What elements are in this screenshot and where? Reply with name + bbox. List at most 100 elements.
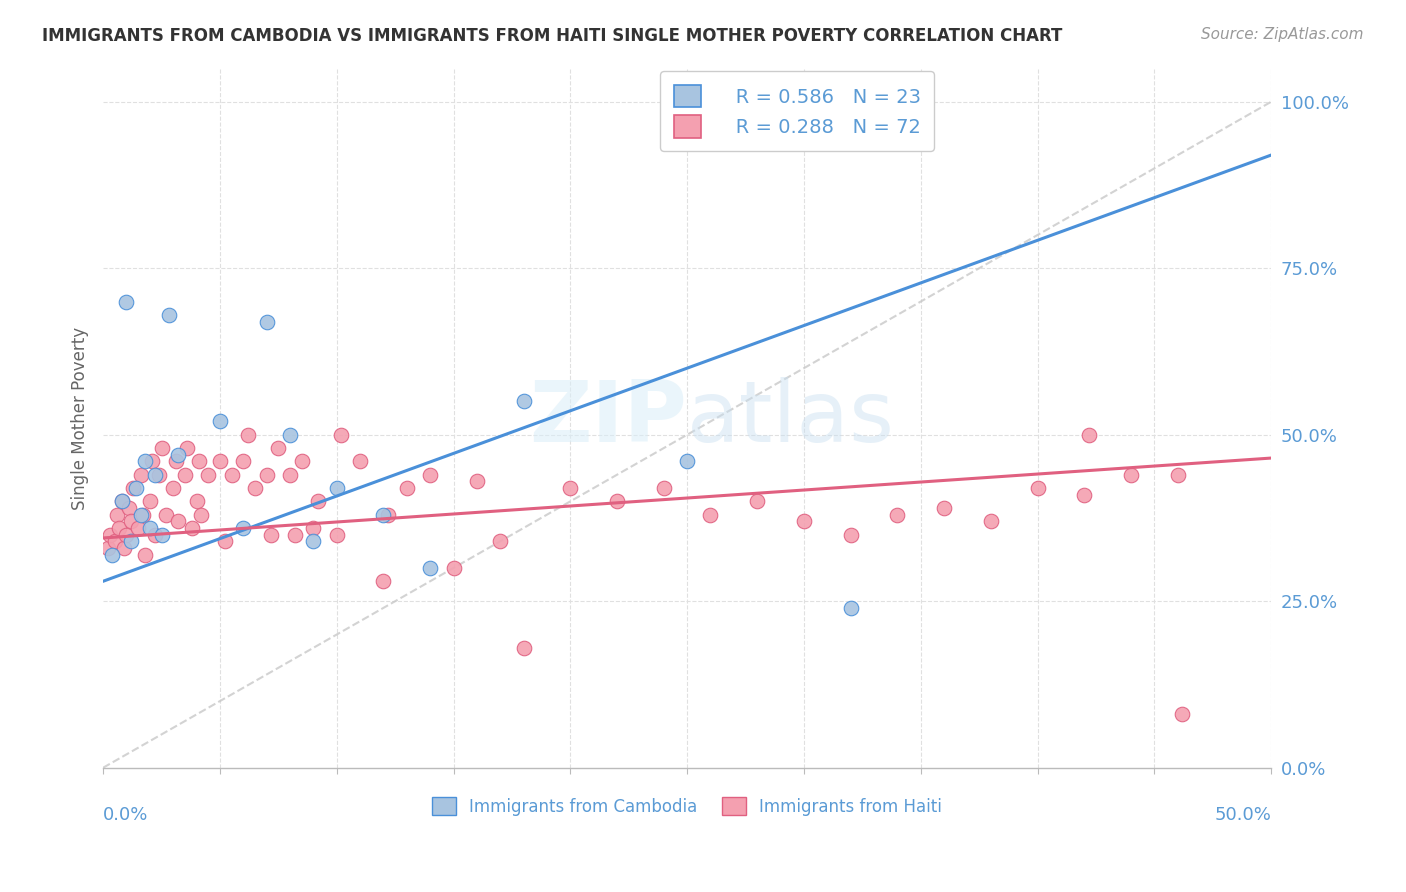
- Point: [162, 481, 184, 495]
- Point: [699, 508, 721, 522]
- Point: [839, 527, 862, 541]
- Point: [1073, 488, 1095, 502]
- Point: [111, 494, 134, 508]
- Point: [180, 521, 202, 535]
- Point: [373, 508, 395, 522]
- Point: [125, 481, 148, 495]
- Point: [190, 508, 212, 522]
- Text: atlas: atlas: [688, 376, 896, 459]
- Point: [236, 427, 259, 442]
- Point: [512, 394, 534, 409]
- Point: [676, 454, 699, 468]
- Point: [1077, 427, 1099, 442]
- Point: [325, 481, 347, 495]
- Point: [150, 527, 173, 541]
- Point: [1171, 707, 1194, 722]
- Point: [980, 514, 1002, 528]
- Point: [134, 548, 156, 562]
- Point: [307, 494, 329, 508]
- Point: [104, 534, 127, 549]
- Point: [278, 427, 301, 442]
- Point: [167, 514, 190, 528]
- Point: [886, 508, 908, 522]
- Point: [118, 501, 141, 516]
- Point: [793, 514, 815, 528]
- Point: [349, 454, 371, 468]
- Point: [139, 494, 162, 508]
- Point: [148, 467, 170, 482]
- Point: [105, 508, 128, 522]
- Point: [1119, 467, 1142, 482]
- Point: [1026, 481, 1049, 495]
- Point: [120, 514, 142, 528]
- Point: [373, 574, 395, 589]
- Point: [243, 481, 266, 495]
- Point: [302, 534, 325, 549]
- Point: [186, 494, 208, 508]
- Point: [278, 467, 301, 482]
- Point: [187, 454, 209, 468]
- Point: [839, 600, 862, 615]
- Point: [115, 294, 138, 309]
- Point: [208, 414, 231, 428]
- Point: [214, 534, 236, 549]
- Point: [489, 534, 512, 549]
- Point: [256, 467, 278, 482]
- Point: [747, 494, 769, 508]
- Y-axis label: Single Mother Poverty: Single Mother Poverty: [72, 326, 89, 509]
- Point: [97, 541, 120, 555]
- Point: [98, 527, 121, 541]
- Point: [129, 508, 152, 522]
- Point: [256, 314, 278, 328]
- Point: [512, 640, 534, 655]
- Point: [419, 467, 441, 482]
- Point: [129, 467, 152, 482]
- Point: [167, 448, 190, 462]
- Point: [139, 521, 162, 535]
- Point: [325, 527, 347, 541]
- Legend: Immigrants from Cambodia, Immigrants from Haiti: Immigrants from Cambodia, Immigrants fro…: [426, 791, 949, 822]
- Text: Source: ZipAtlas.com: Source: ZipAtlas.com: [1201, 27, 1364, 42]
- Point: [232, 454, 254, 468]
- Point: [155, 508, 177, 522]
- Point: [176, 441, 198, 455]
- Point: [120, 534, 142, 549]
- Point: [221, 467, 243, 482]
- Point: [143, 467, 166, 482]
- Point: [157, 308, 180, 322]
- Point: [122, 481, 145, 495]
- Point: [143, 527, 166, 541]
- Text: 50.0%: 50.0%: [1215, 806, 1271, 824]
- Point: [395, 481, 418, 495]
- Point: [560, 481, 582, 495]
- Point: [1167, 467, 1189, 482]
- Point: [377, 508, 399, 522]
- Point: [284, 527, 307, 541]
- Point: [419, 561, 441, 575]
- Point: [208, 454, 231, 468]
- Point: [112, 541, 135, 555]
- Point: [134, 454, 156, 468]
- Point: [150, 441, 173, 455]
- Point: [465, 475, 488, 489]
- Point: [606, 494, 628, 508]
- Point: [141, 454, 163, 468]
- Point: [197, 467, 219, 482]
- Point: [111, 494, 134, 508]
- Point: [443, 561, 465, 575]
- Text: 0.0%: 0.0%: [103, 806, 149, 824]
- Point: [932, 501, 955, 516]
- Point: [260, 527, 283, 541]
- Point: [173, 467, 195, 482]
- Point: [115, 527, 138, 541]
- Text: ZIP: ZIP: [530, 376, 688, 459]
- Point: [267, 441, 290, 455]
- Point: [132, 508, 155, 522]
- Text: IMMIGRANTS FROM CAMBODIA VS IMMIGRANTS FROM HAITI SINGLE MOTHER POVERTY CORRELAT: IMMIGRANTS FROM CAMBODIA VS IMMIGRANTS F…: [42, 27, 1063, 45]
- Point: [232, 521, 254, 535]
- Point: [127, 521, 149, 535]
- Point: [101, 548, 124, 562]
- Point: [652, 481, 675, 495]
- Point: [291, 454, 314, 468]
- Point: [330, 427, 353, 442]
